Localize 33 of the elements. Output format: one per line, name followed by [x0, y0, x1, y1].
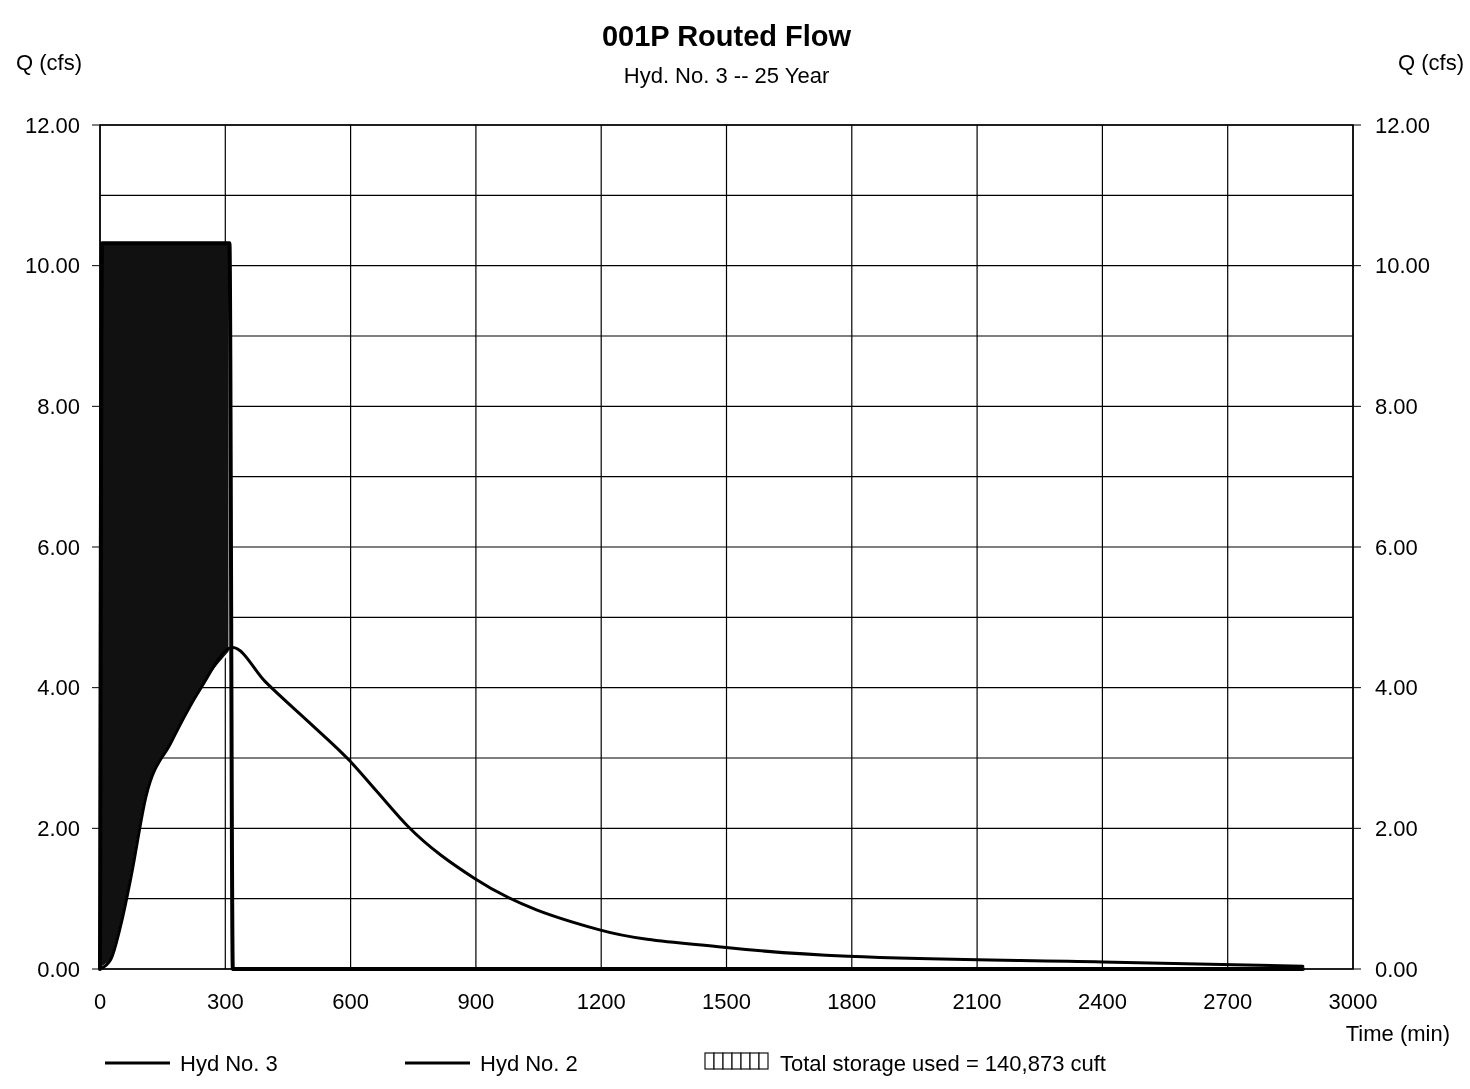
x-tick-label: 1800 — [827, 989, 877, 1014]
y-tick-label: 2.00 — [37, 816, 80, 842]
y2-tick-label: 12.00 — [1375, 112, 1431, 138]
y-tick-label: 0.00 — [37, 956, 80, 982]
chart-subtitle: Hyd. No. 3 -- 25 Year — [623, 63, 830, 88]
x-tick-label: 1200 — [576, 989, 626, 1014]
x-tick-label: 2100 — [952, 989, 1002, 1014]
y2-tick-label: 2.00 — [1375, 816, 1418, 842]
x-tick-label: 0 — [93, 989, 107, 1014]
legend-label: Total storage used = 140,873 cuft — [780, 1051, 1106, 1076]
y-tick-label: 12.00 — [24, 112, 80, 138]
y2-tick-label: 6.00 — [1375, 534, 1418, 560]
y-axis-title: Q (cfs) — [16, 50, 82, 75]
x-tick-label: 300 — [206, 989, 244, 1014]
legend-label: Hyd No. 3 — [180, 1051, 278, 1076]
x-tick-label: 3000 — [1328, 989, 1378, 1014]
y-tick-label: 10.00 — [24, 253, 80, 279]
y-tick-label: 4.00 — [37, 675, 80, 701]
y-tick-label: 6.00 — [37, 534, 80, 560]
y2-tick-label: 10.00 — [1375, 253, 1431, 279]
y2-tick-label: 0.00 — [1375, 956, 1418, 982]
y2-tick-label: 4.00 — [1375, 675, 1418, 701]
x-tick-label: 600 — [332, 989, 369, 1014]
y-tick-label: 8.00 — [37, 394, 80, 420]
x-tick-label: 2700 — [1203, 989, 1253, 1014]
x-axis-title: Time (min) — [1345, 1021, 1450, 1046]
x-tick-label: 900 — [457, 989, 495, 1014]
y2-axis-title: Q (cfs) — [1398, 50, 1464, 75]
x-tick-label: 2400 — [1077, 989, 1127, 1014]
legend-label: Hyd No. 2 — [480, 1051, 578, 1076]
chart-title: 001P Routed Flow — [601, 20, 852, 52]
y2-tick-label: 8.00 — [1375, 394, 1418, 420]
x-tick-label: 1500 — [702, 989, 751, 1014]
